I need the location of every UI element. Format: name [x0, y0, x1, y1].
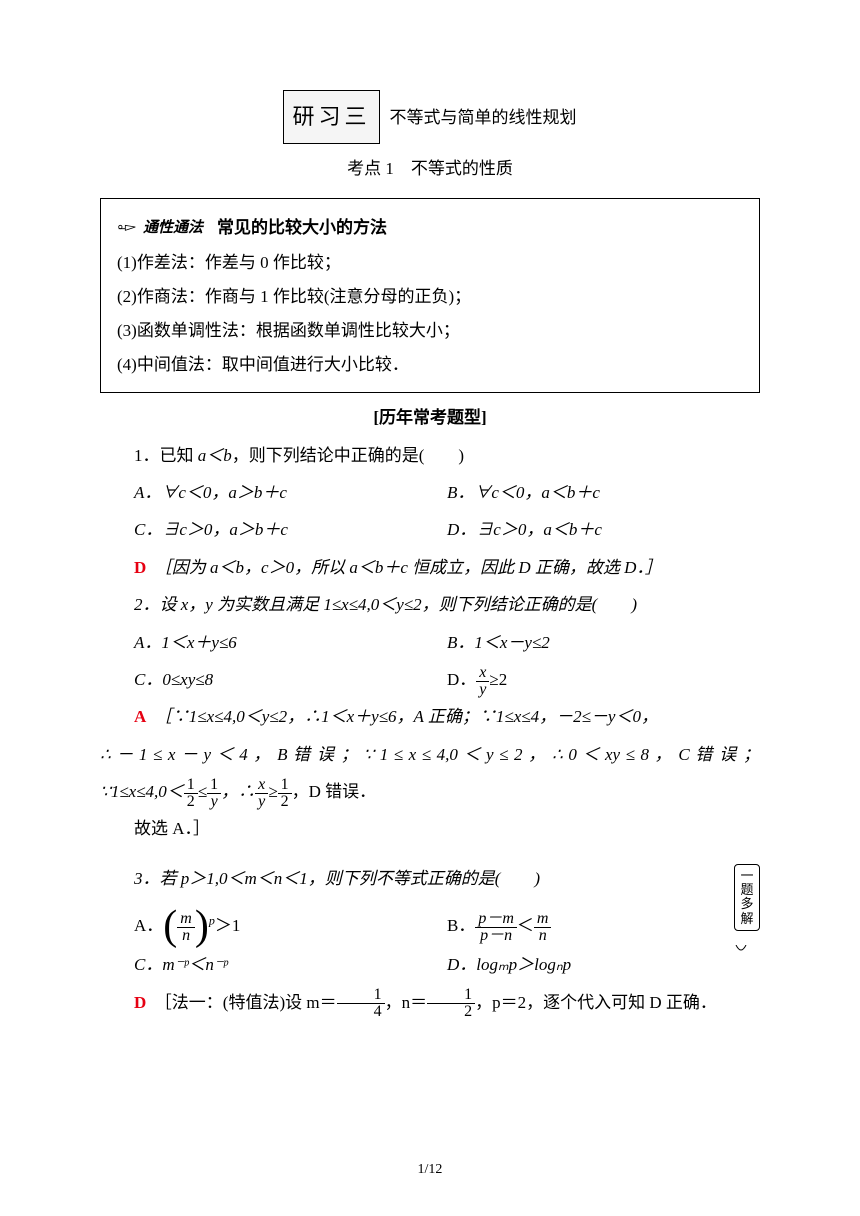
q2-opt-c-text: C．0≤xy≤8: [134, 670, 213, 689]
fraction-x-over-y: xy: [476, 665, 489, 698]
q2-opt-d-prefix: D．: [447, 670, 476, 689]
q1-explain-text: ［因为 a＜b，c＞0，所以 a＜b＋c 恒成立，因此 D 正确，故选 D．］: [163, 558, 662, 577]
method-item: (3)函数单调性法：根据函数单调性比较大小；: [117, 314, 743, 348]
topic-title: 不等式的性质: [411, 159, 513, 178]
hand-icon: [117, 220, 137, 234]
q1-answer: D: [134, 558, 146, 577]
q3-opt-b: B．p－mp－n＜mn: [447, 907, 760, 946]
section-title: 不等式与简单的线性规划: [390, 99, 577, 136]
past-questions-header: [历年常考题型]: [100, 399, 760, 436]
q1-opt-b-text: B．∀c＜0，a＜b＋c: [447, 483, 600, 502]
q2-opt-a-text: A．1＜x＋y≤6: [134, 633, 237, 652]
q2-opt-d: D．xy≥2: [447, 661, 760, 698]
q2-answer: A: [134, 707, 146, 726]
q2-stem: 2．设 x，y 为实数且满足 1≤x≤4,0＜y≤2，则下列结论正确的是( ): [100, 586, 760, 623]
topic-label: 考点 1: [347, 159, 394, 178]
frac-x-over-y-2: xy: [255, 777, 268, 810]
method-box: 通性通法 常见的比较大小的方法 (1)作差法：作差与 0 作比较； (2)作商法…: [100, 198, 760, 393]
q3-explain: D ［法一：(特值法)设 m＝14，n＝12，p＝2，逐个代入可知 D 正确．: [100, 984, 760, 1021]
q2-opt-c: C．0≤xy≤8: [134, 661, 447, 698]
q1-opt-d-text: D．∃c＞0，a＜b＋c: [447, 520, 602, 539]
q2-expl-l1: ［∵1≤x≤4,0＜y≤2，∴1＜x＋y≤6，A 正确；∵1≤x≤4，－2≤－y…: [163, 707, 658, 726]
frac-pm-pn: p－mp－n: [475, 911, 517, 944]
q1-stem-prefix: 1．已知: [134, 446, 198, 465]
frac-1-over-y: 1y: [207, 777, 221, 810]
frac-m-n: mn: [534, 911, 552, 944]
header-row: 研习三 不等式与简单的线性规划: [100, 90, 760, 144]
q2-stem-text: 2．设 x，y 为实数且满足 1≤x≤4,0＜y≤2，则下列结论正确的是( ): [134, 595, 637, 614]
q2-opt-a: A．1＜x＋y≤6: [134, 624, 447, 661]
q1-stem: 1．已知 a＜b，则下列结论中正确的是( ): [100, 437, 760, 474]
q1-opt-c-text: C．∃c＞0，a＞b＋c: [134, 520, 288, 539]
q2-expl-l3d: ≥: [268, 782, 277, 801]
q1-stem-math: a＜b: [198, 446, 232, 465]
spacer: [100, 848, 760, 860]
q3-stem: 3．若 p＞1,0＜m＜n＜1，则下列不等式正确的是( ): [100, 860, 760, 897]
q1-opt-b: B．∀c＜0，a＜b＋c: [447, 474, 760, 511]
q2-expl-l2a: ∴ － 1 ≤ x － y ＜ 4 ， B 错 误 ；: [100, 745, 358, 764]
section-badge: 研习三: [283, 90, 379, 144]
q2-explain-line3: ∵1≤x≤4,0＜12≤1y，∴xy≥12，D 错误．: [100, 773, 760, 810]
frac-half: 12: [184, 777, 198, 810]
side-badge-text: 一题多解: [734, 864, 760, 931]
frac-1-2: 12: [427, 987, 475, 1020]
q2-options: A．1＜x＋y≤6 B．1＜x－y≤2 C．0≤xy≤8 D．xy≥2: [100, 624, 760, 699]
q3-stem-text: 3．若 p＞1,0＜m＜n＜1，则下列不等式正确的是( ): [134, 869, 540, 888]
method-item: (1)作差法：作差与 0 作比较；: [117, 246, 743, 280]
q3-answer: D: [134, 993, 146, 1012]
q3-wrap: 3．若 p＞1,0＜m＜n＜1，则下列不等式正确的是( ) 一题多解: [100, 860, 760, 897]
q2-expl-l2b: ∵ 1 ≤ x ≤ 4,0 ＜ y ≤ 2 ，: [363, 745, 546, 764]
q2-opt-b: B．1＜x－y≤2: [447, 624, 760, 661]
q3-opt-d-text: D．logₘp＞logₙp: [447, 955, 571, 974]
q3-opt-a-bracket: (mn): [163, 908, 209, 946]
q3-opt-c: C．m⁻ᵖ＜n⁻ᵖ: [134, 946, 447, 983]
q1-options: A．∀c＜0，a＞b＋c B．∀c＜0，a＜b＋c C．∃c＞0，a＞b＋c D…: [100, 474, 760, 549]
q2-expl-l3a: ∵1≤x≤4,0＜: [100, 782, 184, 801]
q3-options: A．(mn)p＞1 B．p－mp－n＜mn C．m⁻ᵖ＜n⁻ᵖ D．logₘp＞…: [100, 907, 760, 983]
q2-opt-b-text: B．1＜x－y≤2: [447, 633, 550, 652]
q2-explain-line2: ∴ － 1 ≤ x － y ＜ 4 ， B 错 误 ； ∵ 1 ≤ x ≤ 4,…: [100, 736, 760, 773]
method-tag: 通性通法: [143, 211, 203, 244]
q1-explain: D ［因为 a＜b，c＞0，所以 a＜b＋c 恒成立，因此 D 正确，故选 D．…: [100, 549, 760, 586]
method-header: 通性通法 常见的比较大小的方法: [117, 209, 743, 246]
topic-row: 考点 1 不等式的性质: [100, 150, 760, 187]
side-badge: 一题多解: [734, 864, 760, 969]
q3-opt-b-mid: ＜: [517, 916, 534, 935]
q2-opt-d-suffix: ≥2: [489, 670, 507, 689]
frac-half-2: 12: [278, 777, 292, 810]
badge-tail-icon: [734, 945, 748, 955]
method-item: (4)中间值法：取中间值进行大小比较．: [117, 348, 743, 382]
q2-expl-l2c: ∴ 0 ＜ xy ≤ 8 ， C 错 误 ；: [552, 745, 760, 764]
q2-expl-l3b: ≤: [198, 782, 207, 801]
q3-expl-mid2: ，p＝2，逐个代入可知 D 正确．: [475, 993, 717, 1012]
q3-expl-mid1: ，n＝: [385, 993, 428, 1012]
q1-opt-a-text: A．∀c＜0，a＞b＋c: [134, 483, 287, 502]
method-title: 常见的比较大小的方法: [217, 209, 387, 246]
q3-opt-d: D．logₘp＞logₙp: [447, 946, 760, 983]
q1-stem-suffix: ，则下列结论中正确的是( ): [232, 446, 464, 465]
q3-opt-a: A．(mn)p＞1: [134, 907, 447, 946]
q2-explain-line4: 故选 A．］: [100, 810, 760, 847]
q2-explain-line1: A ［∵1≤x≤4,0＜y≤2，∴1＜x＋y≤6，A 正确；∵1≤x≤4，－2≤…: [100, 698, 760, 735]
q3-opt-a-suffix: ＞1: [215, 916, 241, 935]
q2-expl-l3e: ，D 错误．: [292, 782, 377, 801]
q2-expl-l3c: ，∴: [221, 782, 255, 801]
page-number: 1/12: [0, 1155, 860, 1186]
frac-1-4: 14: [337, 987, 385, 1020]
q3-opt-c-text: C．m⁻ᵖ＜n⁻ᵖ: [134, 955, 228, 974]
q3-expl-prefix: ［法一：(特值法)设 m＝: [163, 993, 336, 1012]
method-item: (2)作商法：作商与 1 作比较(注意分母的正负)；: [117, 280, 743, 314]
q1-opt-a: A．∀c＜0，a＞b＋c: [134, 474, 447, 511]
q1-opt-c: C．∃c＞0，a＞b＋c: [134, 511, 447, 548]
q1-opt-d: D．∃c＞0，a＜b＋c: [447, 511, 760, 548]
